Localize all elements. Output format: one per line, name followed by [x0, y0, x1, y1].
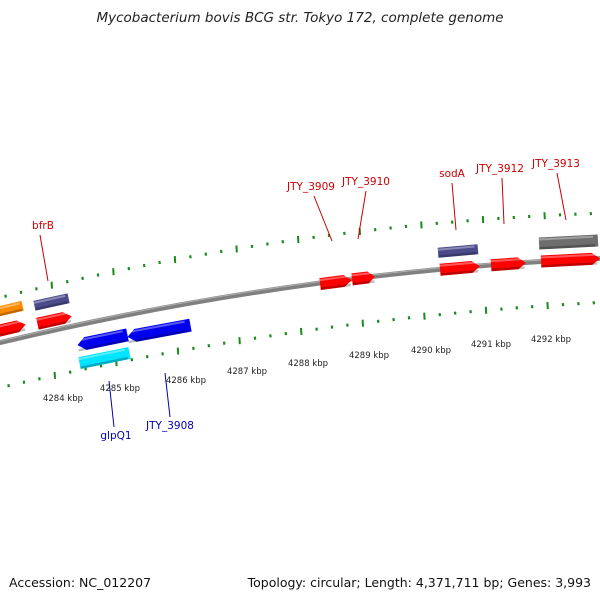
scale-label: 4287 kbp — [227, 367, 267, 377]
leader-jty-3908 — [164, 372, 171, 418]
scale-labels: 4284 kbp 4285 kbp 4286 kbp 4287 kbp 4288 kbp… — [43, 335, 571, 404]
gene-label-soda: sodA — [439, 168, 466, 180]
genome-backbone — [0, 255, 600, 346]
gene-JTY-3912 — [490, 257, 526, 272]
leader-jty-3912 — [501, 177, 505, 225]
gene-sodA — [437, 244, 479, 258]
feature-track — [0, 234, 600, 369]
gene-sodA-cds — [439, 260, 480, 276]
label-leader-lines — [39, 172, 567, 428]
scale-label: 4289 kbp — [349, 351, 389, 361]
gene-label-jty-3908: JTY_3908 — [145, 420, 194, 432]
gene-JTY-3910 — [351, 271, 375, 286]
gene-red-left — [0, 320, 26, 338]
scale-label: 4290 kbp — [411, 346, 451, 356]
leader-soda — [451, 182, 457, 231]
gene-JTY-3913-cds — [540, 252, 600, 268]
scale-label: 4286 kbp — [166, 376, 206, 386]
leader-jty-3910 — [357, 190, 367, 240]
scale-label: 4284 kbp — [43, 394, 83, 404]
scale-label: 4285 kbp — [100, 384, 140, 394]
gene-bfrB — [33, 293, 70, 311]
gene-label-glpq1: glpQ1 — [100, 430, 131, 442]
gene-label-jty-3913: JTY_3913 — [531, 158, 580, 170]
gene-bfrB-cds — [36, 311, 72, 330]
scale-label: 4288 kbp — [288, 359, 328, 369]
gene-glpQ1 — [76, 328, 129, 352]
gene-JTY-3909 — [319, 275, 352, 290]
scale-label: 4292 kbp — [531, 335, 571, 345]
leader-glpq1 — [108, 380, 115, 428]
gene-labels: bfrB JTY_3909 JTY_3910 sodA JTY_3912 JTY_3913… — [32, 158, 580, 442]
map-title: Mycobacterium bovis BCG str. Tokyo 172, … — [96, 10, 504, 26]
topology-summary: Topology: circular; Length: 4,371,711 bp… — [247, 575, 591, 590]
gene-JTY-3913 — [538, 234, 599, 250]
scale-label: 4291 kbp — [471, 340, 511, 350]
gene-glpQ1-rna — [78, 347, 131, 369]
leader-bfrb — [39, 234, 49, 282]
leader-jty-3913 — [556, 172, 567, 221]
accession-text: Accession: NC_012207 — [9, 575, 152, 590]
gene-label-bfrb: bfrB — [32, 220, 54, 232]
gene-orange-left — [0, 300, 24, 318]
gene-label-jty-3910: JTY_3910 — [341, 176, 390, 188]
gene-label-jty-3909: JTY_3909 — [286, 181, 335, 193]
gene-label-jty-3912: JTY_3912 — [475, 163, 524, 175]
forward-tick-track — [4, 211, 593, 298]
leader-jty-3909 — [313, 195, 333, 242]
reverse-tick-track — [7, 301, 596, 388]
gene-JTY-3908 — [126, 318, 192, 344]
